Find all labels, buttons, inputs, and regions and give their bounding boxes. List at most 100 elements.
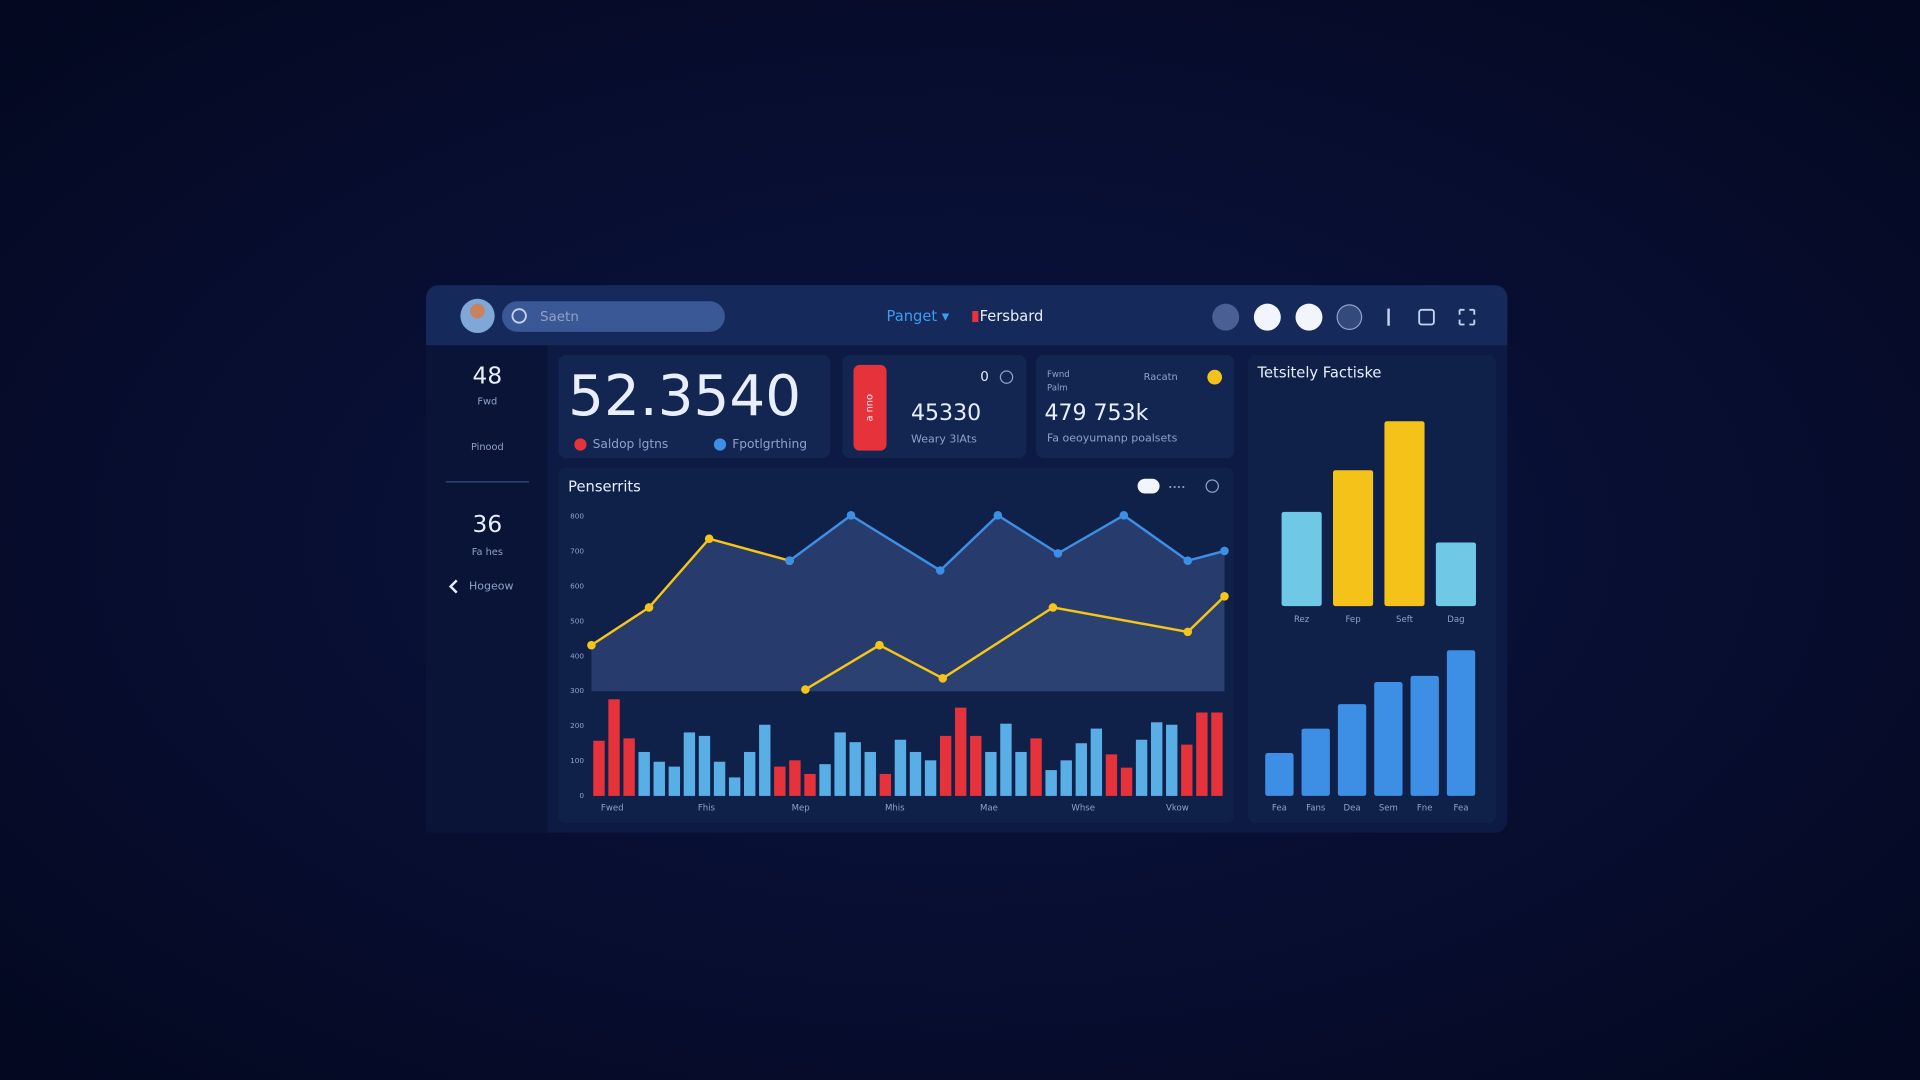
x-tick-label: Sem xyxy=(1379,804,1398,814)
bar xyxy=(955,707,967,796)
nav-marker xyxy=(972,311,979,323)
bar xyxy=(728,777,741,796)
legend-dot xyxy=(713,438,727,451)
chart-title: Tetsitely Factiske xyxy=(1257,364,1382,381)
x-tick-label: Fwed xyxy=(601,804,624,814)
icon-button[interactable] xyxy=(1295,303,1323,331)
card-value: 45330 xyxy=(911,401,981,426)
bar xyxy=(608,699,620,796)
x-tick-label: Rez xyxy=(1294,615,1310,625)
point xyxy=(935,566,945,575)
y-tick-label: 300 xyxy=(570,686,584,695)
bar xyxy=(1211,712,1223,796)
sidebar-link[interactable]: Hogeow xyxy=(469,580,514,593)
bar xyxy=(1281,511,1322,607)
bar xyxy=(1000,723,1012,796)
point xyxy=(938,674,948,683)
charts: 0 100 200 300 400 500 600 700 800 Fwed Fhis Mep Mhis… xyxy=(570,421,1476,814)
y-tick-label: 100 xyxy=(570,756,584,765)
bar xyxy=(668,766,681,796)
bar xyxy=(1135,739,1148,796)
card-icon[interactable] xyxy=(999,370,1014,384)
stat-label: Fa hes xyxy=(472,547,503,558)
x-tick-label: Fans xyxy=(1306,804,1326,814)
bar xyxy=(1150,722,1163,796)
search-box[interactable] xyxy=(502,301,725,332)
bar xyxy=(849,742,861,796)
legend-label: Saldop lgtns xyxy=(593,437,669,451)
point xyxy=(1119,511,1129,520)
x-tick-label: Dag xyxy=(1447,615,1464,625)
bar xyxy=(638,751,650,796)
icon-button[interactable] xyxy=(1336,304,1363,330)
legend-dot xyxy=(574,438,587,451)
point xyxy=(1048,603,1058,612)
bar xyxy=(593,740,605,796)
x-tick-label: Seft xyxy=(1396,615,1414,625)
bar xyxy=(774,766,786,796)
bar xyxy=(623,738,635,796)
bar xyxy=(1015,751,1027,796)
bar xyxy=(1410,675,1439,796)
stat-label: Pinood xyxy=(471,442,504,453)
bar xyxy=(1301,728,1330,796)
point xyxy=(1183,556,1193,565)
icon-button[interactable] xyxy=(1253,303,1281,331)
menu-icon[interactable] xyxy=(1387,308,1390,326)
x-tick-label: Fep xyxy=(1345,615,1360,625)
area xyxy=(789,515,1225,692)
toggle-label: •••• xyxy=(1168,482,1185,491)
bar xyxy=(1166,724,1178,796)
point xyxy=(704,534,714,544)
icon-button[interactable] xyxy=(1212,303,1240,331)
card xyxy=(558,355,831,458)
point xyxy=(644,603,654,612)
card xyxy=(1035,355,1235,458)
point xyxy=(1220,546,1229,556)
share-icon[interactable] xyxy=(1418,308,1435,326)
bar xyxy=(939,735,952,796)
avatar-face xyxy=(470,303,485,319)
point xyxy=(875,640,884,650)
y-tick-label: 800 xyxy=(570,512,584,521)
bar xyxy=(1435,542,1476,607)
y-tick-label: 500 xyxy=(570,616,584,625)
expand-icon[interactable] xyxy=(1458,308,1476,326)
bar xyxy=(1181,744,1193,796)
bar xyxy=(834,732,846,796)
line xyxy=(590,537,790,647)
x-tick-label: Mep xyxy=(792,804,810,814)
nav-item[interactable]: Fersbard xyxy=(980,308,1044,325)
bar xyxy=(1045,770,1057,796)
toggle[interactable] xyxy=(1137,478,1160,494)
back-icon xyxy=(448,579,458,594)
card-label: Racatn xyxy=(1144,372,1178,383)
x-tick-label: Mhis xyxy=(885,804,905,814)
point xyxy=(1183,627,1193,637)
card-caption: Weary 3lAts xyxy=(911,433,977,446)
point xyxy=(1220,592,1229,601)
card-label: Palm xyxy=(1047,384,1068,394)
bar xyxy=(1090,728,1103,796)
search-icon xyxy=(511,308,527,324)
x-tick-label: Dea xyxy=(1343,804,1360,814)
x-tick-label: Whse xyxy=(1071,804,1095,814)
stat-value: 36 xyxy=(473,511,503,538)
chart-icon[interactable] xyxy=(1205,479,1219,493)
bar xyxy=(1105,754,1118,796)
chart-title: Penserrits xyxy=(568,478,641,495)
badge xyxy=(853,364,887,451)
bar xyxy=(909,751,922,796)
divider xyxy=(445,481,529,483)
toolbar xyxy=(1212,303,1476,331)
bar xyxy=(1265,753,1294,796)
bar xyxy=(759,724,771,796)
point xyxy=(993,511,1003,520)
nav-item[interactable]: Panget ▾ xyxy=(887,308,950,325)
x-tick-label: Fne xyxy=(1417,804,1433,814)
stat-value: 48 xyxy=(473,363,503,390)
area xyxy=(591,538,790,692)
bar xyxy=(1196,712,1208,796)
card-value: 52.3540 xyxy=(568,364,801,429)
